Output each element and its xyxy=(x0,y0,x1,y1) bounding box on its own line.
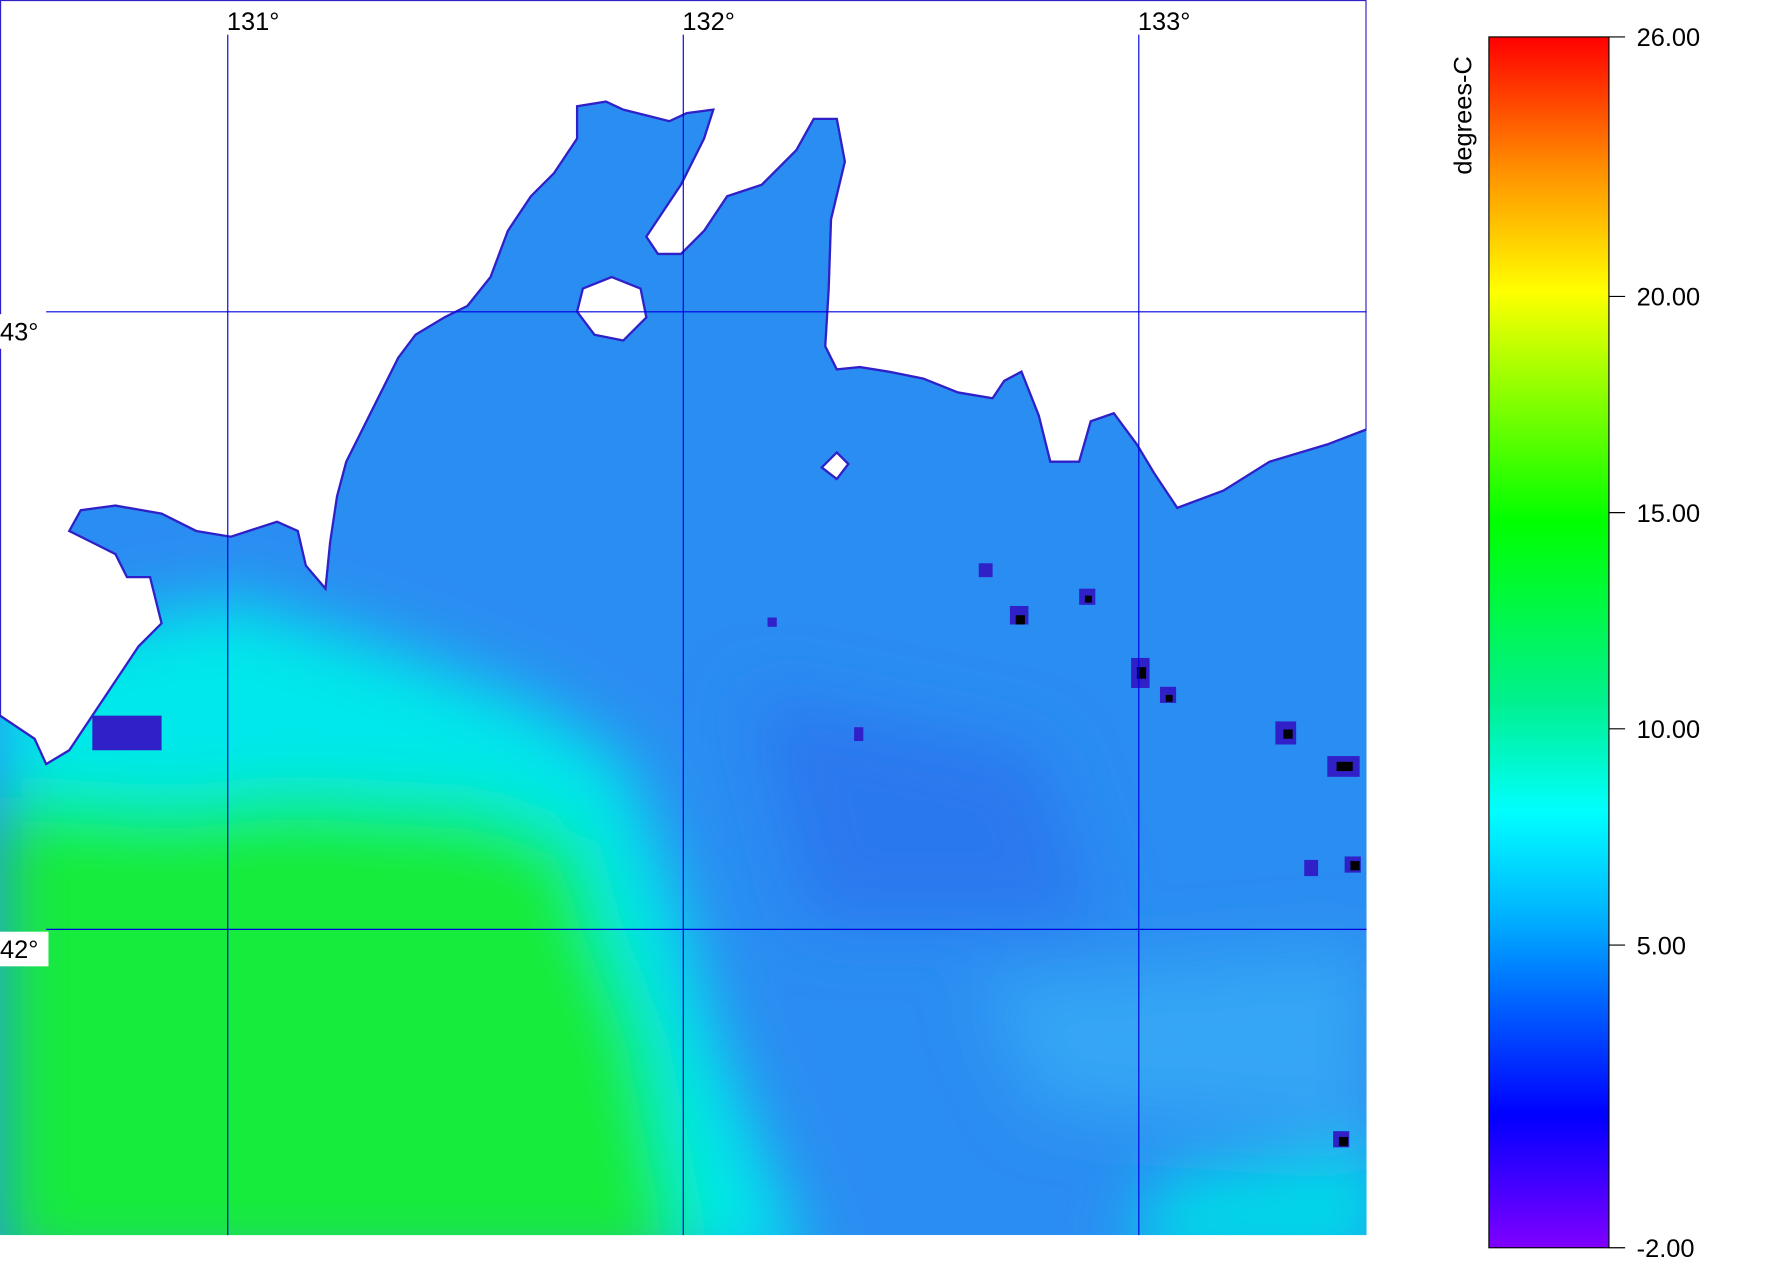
sst-field xyxy=(0,0,1367,1236)
graticule: 131° 132° 133° 43° 42° xyxy=(0,8,1367,1236)
colorbar-tick-label: 5.00 xyxy=(1637,932,1686,960)
lat-label: 43° xyxy=(0,319,38,347)
lat-label-bg xyxy=(0,931,49,967)
colorbar-tick-label: 20.00 xyxy=(1637,284,1700,312)
lon-label: 131° xyxy=(227,8,279,36)
hot-pixels xyxy=(1015,595,1360,1147)
lat-label: 42° xyxy=(0,936,38,964)
colorbar-tick-label: 15.00 xyxy=(1637,500,1700,528)
colorbar xyxy=(1488,36,1610,1249)
colorbar-tick-label: 26.00 xyxy=(1637,24,1700,52)
colorbar-tick-label: 10.00 xyxy=(1637,716,1700,744)
lon-label: 133° xyxy=(1138,8,1190,36)
land xyxy=(0,0,1367,766)
lon-label: 132° xyxy=(682,8,734,36)
colorbar-tick-label: -2.00 xyxy=(1637,1235,1695,1263)
colorbar-ticks: 26.00 20.00 15.00 10.00 5.00 -2.00 xyxy=(1608,24,1700,1263)
colorbar-label: degrees-C xyxy=(1450,56,1478,174)
temperature-gradients xyxy=(0,600,1367,1236)
lat-label-bg xyxy=(0,314,49,349)
